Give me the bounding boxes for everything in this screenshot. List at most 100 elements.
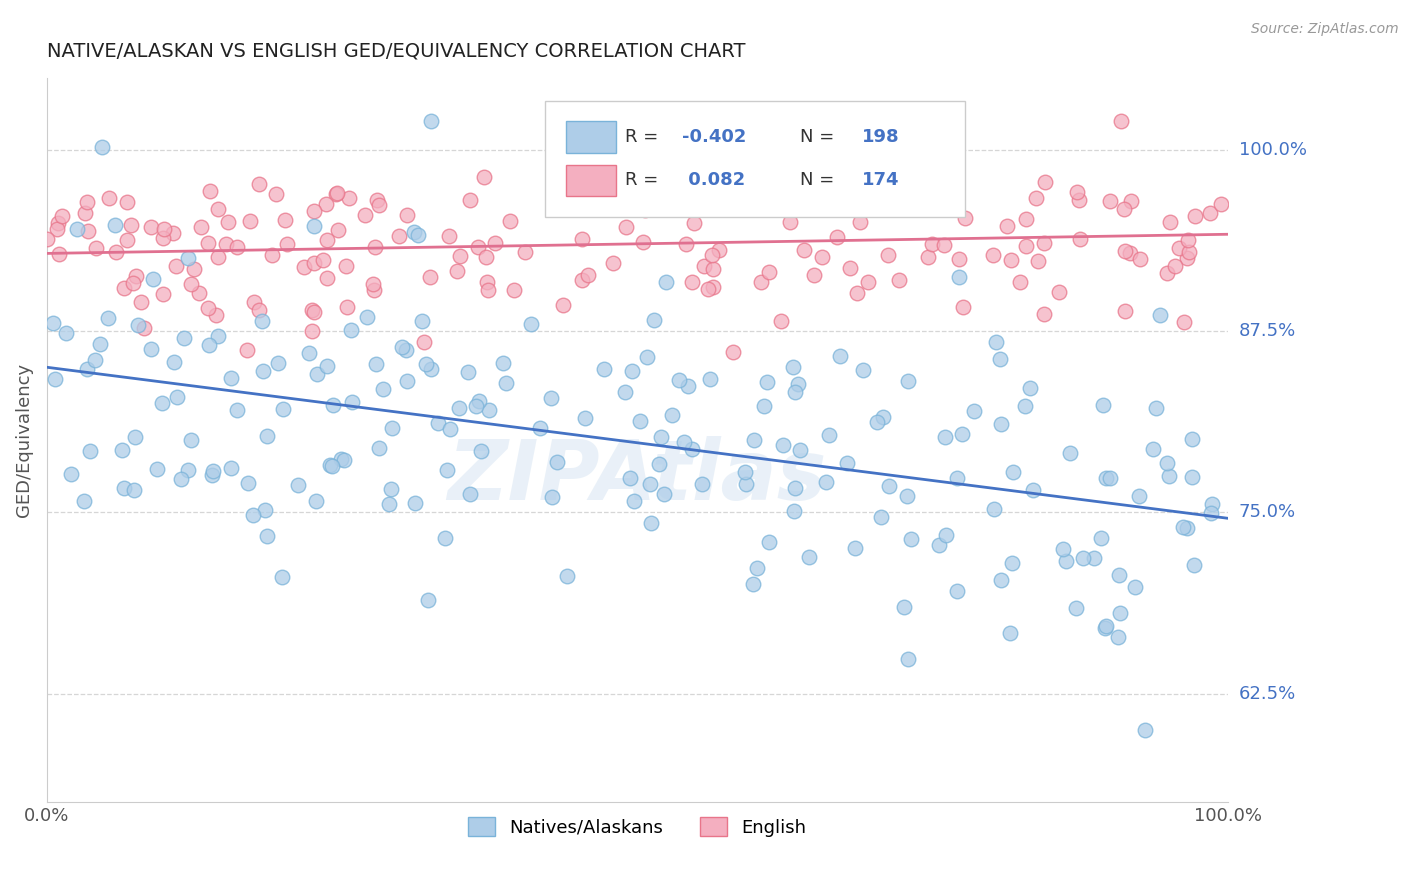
Point	[1173, 519, 1195, 533]
Point	[458, 487, 481, 501]
Point	[458, 193, 481, 207]
Point	[129, 295, 152, 310]
Point	[165, 259, 187, 273]
Point	[702, 280, 724, 294]
Point	[495, 376, 517, 390]
Point	[1111, 114, 1133, 128]
Point	[51, 209, 73, 223]
Point	[204, 308, 226, 322]
Point	[46, 216, 69, 230]
Point	[1159, 468, 1181, 483]
Point	[170, 472, 193, 486]
Point	[983, 501, 1005, 516]
Text: 62.5%: 62.5%	[1239, 684, 1296, 703]
Point	[1071, 550, 1094, 565]
Point	[364, 357, 387, 371]
Point	[870, 510, 893, 524]
Text: 75.0%: 75.0%	[1239, 503, 1296, 522]
Point	[749, 275, 772, 289]
Point	[852, 362, 875, 376]
Point	[418, 593, 440, 607]
Point	[950, 426, 973, 441]
Point	[1032, 236, 1054, 251]
Point	[789, 442, 811, 457]
Point	[681, 442, 703, 457]
Point	[301, 324, 323, 338]
Point	[844, 541, 866, 555]
Point	[97, 310, 120, 325]
Point	[692, 477, 714, 491]
Point	[772, 438, 794, 452]
Point	[1095, 471, 1118, 485]
Point	[173, 331, 195, 345]
Point	[104, 218, 127, 232]
Point	[830, 350, 852, 364]
Point	[60, 467, 83, 481]
Point	[529, 420, 551, 434]
Point	[270, 569, 292, 583]
Point	[1123, 580, 1146, 594]
Point	[637, 124, 659, 138]
Point	[758, 535, 780, 549]
Point	[990, 573, 1012, 587]
Point	[35, 232, 58, 246]
Point	[446, 264, 468, 278]
Text: N =: N =	[800, 128, 841, 146]
Point	[152, 286, 174, 301]
Point	[576, 268, 599, 282]
Point	[42, 316, 65, 330]
Point	[1149, 308, 1171, 322]
Point	[650, 430, 672, 444]
Point	[215, 236, 238, 251]
Text: Source: ZipAtlas.com: Source: ZipAtlas.com	[1251, 22, 1399, 37]
Point	[321, 458, 343, 473]
Point	[98, 191, 121, 205]
Point	[153, 222, 176, 236]
Point	[188, 285, 211, 300]
Point	[1025, 191, 1047, 205]
Point	[1112, 202, 1135, 216]
Point	[127, 318, 149, 332]
Point	[758, 265, 780, 279]
Point	[380, 482, 402, 496]
Point	[90, 139, 112, 153]
Point	[1001, 465, 1024, 479]
Point	[198, 184, 221, 198]
Point	[180, 433, 202, 447]
Point	[1144, 401, 1167, 416]
Point	[876, 248, 898, 262]
Point	[77, 224, 100, 238]
Point	[984, 334, 1007, 349]
Point	[66, 222, 89, 236]
Point	[115, 233, 138, 247]
Point	[124, 430, 146, 444]
Point	[1156, 456, 1178, 470]
Point	[484, 235, 506, 250]
Point	[648, 458, 671, 472]
Point	[988, 352, 1011, 367]
Point	[439, 422, 461, 436]
Point	[472, 169, 495, 184]
Point	[1168, 241, 1191, 255]
Point	[672, 434, 695, 449]
Point	[361, 277, 384, 291]
Point	[76, 195, 98, 210]
Text: R =: R =	[626, 171, 665, 189]
Text: ZIPAtlas: ZIPAtlas	[447, 435, 827, 516]
Point	[302, 305, 325, 319]
Point	[55, 326, 77, 340]
Point	[921, 237, 943, 252]
Point	[1164, 259, 1187, 273]
Point	[602, 256, 624, 270]
Point	[378, 497, 401, 511]
Point	[180, 277, 202, 291]
Point	[404, 496, 426, 510]
Point	[419, 269, 441, 284]
Point	[1107, 630, 1129, 644]
Point	[707, 243, 730, 257]
FancyBboxPatch shape	[567, 121, 616, 153]
Point	[395, 208, 418, 222]
Point	[335, 259, 357, 273]
Point	[934, 114, 956, 128]
Text: NATIVE/ALASKAN VS ENGLISH GED/EQUIVALENCY CORRELATION CHART: NATIVE/ALASKAN VS ENGLISH GED/EQUIVALENC…	[46, 42, 745, 61]
